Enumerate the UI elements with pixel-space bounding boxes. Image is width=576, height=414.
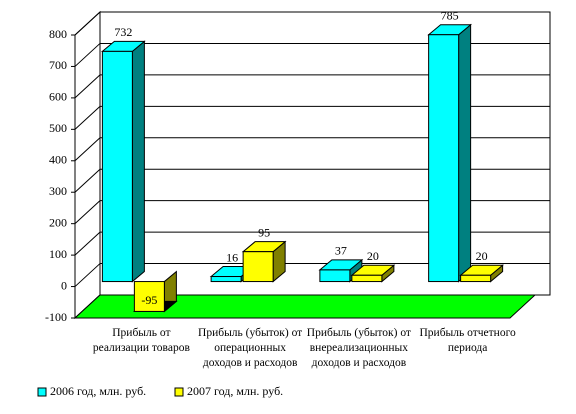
y-tick-label: 300 xyxy=(49,184,67,198)
bar xyxy=(428,34,460,283)
y-tick-label: 700 xyxy=(49,58,67,72)
bar xyxy=(133,281,165,312)
data-label: 37 xyxy=(335,244,347,258)
y-tick-label: 0 xyxy=(61,278,67,292)
bar xyxy=(210,276,242,283)
y-tick-label: 600 xyxy=(49,90,67,104)
bar xyxy=(242,251,274,283)
data-label: 95 xyxy=(258,225,270,239)
data-label: 732 xyxy=(114,25,132,39)
y-tick-label: 800 xyxy=(49,27,67,41)
grid-line xyxy=(74,43,101,67)
grid-line xyxy=(74,74,101,99)
grid-line xyxy=(74,231,101,256)
left-wall xyxy=(74,10,101,320)
floor xyxy=(73,294,537,319)
data-label: 785 xyxy=(441,8,459,22)
data-label: 20 xyxy=(476,249,488,263)
x-tick-label: Прибыль отчетного периода xyxy=(419,327,516,354)
legend-swatch xyxy=(174,387,184,397)
x-tick-label: Прибыль (убыток) от внереализационных до… xyxy=(306,327,411,369)
x-tick-label: Прибыль (убыток) от операционных доходов… xyxy=(198,327,303,369)
bar xyxy=(351,274,383,283)
grid-line xyxy=(74,263,101,287)
grid-line xyxy=(74,168,101,193)
legend-label: 2007 год, млн. руб. xyxy=(187,384,283,398)
bar-side xyxy=(458,23,472,283)
data-label: -95 xyxy=(141,293,157,307)
bar-side xyxy=(131,40,145,283)
bar xyxy=(101,50,133,283)
y-tick-label: 400 xyxy=(49,153,67,167)
legend-label: 2006 год, млн. руб. xyxy=(50,384,146,398)
grid-line xyxy=(74,105,101,130)
data-label: 20 xyxy=(367,249,379,263)
x-tick-label: Прибыль от реализации товаров xyxy=(92,327,190,354)
y-tick-label: 200 xyxy=(49,215,67,229)
bar xyxy=(319,269,351,283)
y-tick-label: 500 xyxy=(49,121,67,135)
grid-line xyxy=(74,11,101,36)
y-tick-label: -100 xyxy=(45,310,67,324)
data-label: 16 xyxy=(226,250,238,264)
bar xyxy=(460,274,492,283)
y-tick-label: 100 xyxy=(49,247,67,261)
grid-line xyxy=(74,200,101,225)
grid-line xyxy=(74,137,101,162)
legend-swatch xyxy=(37,387,47,397)
